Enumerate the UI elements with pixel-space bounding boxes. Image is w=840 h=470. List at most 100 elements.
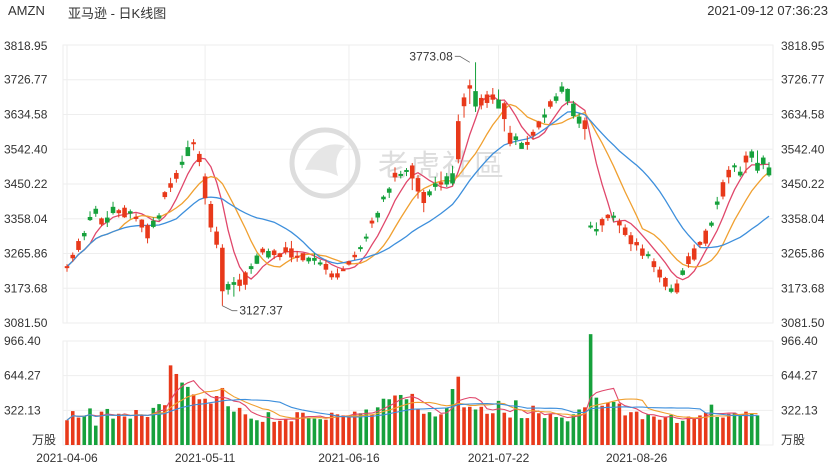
candle-body bbox=[657, 269, 662, 278]
candle bbox=[294, 250, 300, 262]
candle bbox=[703, 228, 708, 247]
candle bbox=[162, 191, 168, 200]
volume-bar bbox=[738, 415, 743, 445]
candle-body bbox=[191, 142, 196, 145]
volume-bar bbox=[496, 400, 501, 445]
candle-body bbox=[254, 255, 260, 264]
candle bbox=[760, 155, 766, 170]
volume-bar bbox=[669, 414, 673, 445]
candle bbox=[628, 232, 634, 252]
candle-body bbox=[628, 235, 634, 245]
ticker-symbol: AMZN bbox=[8, 3, 45, 18]
candle bbox=[507, 125, 513, 147]
volume-bar bbox=[703, 412, 708, 445]
volume-bar bbox=[491, 413, 495, 445]
candle bbox=[225, 281, 231, 295]
candle-body bbox=[565, 88, 570, 102]
low-price-annotation: 3127.37 bbox=[239, 304, 283, 318]
timestamp: 2021-09-12 07:36:23 bbox=[707, 3, 828, 18]
volume-unit-label-right: 万股 bbox=[781, 433, 805, 447]
candles bbox=[64, 62, 772, 306]
candle bbox=[444, 172, 450, 187]
volume-bar bbox=[105, 408, 110, 445]
candle-body bbox=[714, 201, 720, 205]
volume-bar bbox=[324, 419, 328, 445]
candle bbox=[599, 217, 605, 232]
candle-body bbox=[496, 99, 501, 109]
candle bbox=[358, 245, 363, 252]
candle bbox=[571, 100, 576, 119]
volume-bar bbox=[157, 404, 161, 445]
candle bbox=[755, 150, 760, 174]
candle bbox=[70, 252, 76, 262]
volume-bar bbox=[220, 387, 225, 445]
ma20-line bbox=[66, 111, 770, 268]
candle-body bbox=[381, 196, 386, 200]
volume-bar bbox=[237, 407, 242, 445]
volume-bar bbox=[117, 413, 121, 445]
candle bbox=[139, 219, 145, 233]
price-tick-label-left: 3358.04 bbox=[4, 212, 48, 226]
candle bbox=[197, 151, 202, 167]
candle-body bbox=[162, 192, 168, 198]
volume-bar bbox=[698, 415, 702, 445]
volume-ma20-line bbox=[66, 398, 758, 421]
candle bbox=[594, 222, 599, 236]
candle-body bbox=[737, 171, 743, 176]
chart-header: AMZN 亚马逊 - 日K线图 2021-09-12 07:36:23 bbox=[0, 0, 840, 22]
candle-body bbox=[703, 230, 708, 244]
price-tick-label-right: 3818.95 bbox=[781, 39, 825, 53]
volume-bar bbox=[444, 407, 449, 445]
candle bbox=[185, 140, 191, 157]
volume-bar bbox=[450, 389, 455, 445]
volume-bar bbox=[122, 416, 127, 445]
chart-subtitle: 亚马逊 - 日K线图 bbox=[68, 6, 167, 21]
candle bbox=[553, 93, 559, 104]
candle-body bbox=[294, 255, 300, 258]
volume-bar bbox=[502, 412, 507, 445]
candle bbox=[346, 260, 352, 266]
watermark: 老虎社區 bbox=[289, 127, 504, 199]
candle-body bbox=[306, 257, 311, 262]
candle-body bbox=[651, 261, 657, 268]
candle-body bbox=[375, 212, 381, 218]
candle-body bbox=[64, 266, 70, 269]
volume-bar bbox=[283, 419, 288, 445]
price-tick-label-left: 3542.40 bbox=[4, 142, 48, 156]
candle-body bbox=[99, 218, 104, 225]
candle bbox=[438, 171, 444, 191]
candle bbox=[306, 256, 311, 264]
candle bbox=[525, 135, 530, 150]
candle-body bbox=[726, 169, 732, 178]
candle-body bbox=[760, 157, 766, 165]
ma5-line bbox=[66, 95, 769, 281]
candle-body bbox=[576, 116, 582, 124]
candle bbox=[490, 87, 496, 104]
volume-bar bbox=[709, 404, 714, 445]
price-tick-label-right: 3634.58 bbox=[781, 108, 825, 122]
candle bbox=[312, 253, 317, 265]
volume-bar bbox=[462, 407, 466, 445]
volume-bar bbox=[197, 399, 202, 445]
candle bbox=[427, 189, 432, 197]
candle bbox=[697, 241, 703, 248]
volume-bar bbox=[214, 396, 219, 445]
candle-body bbox=[271, 250, 277, 256]
candle-body bbox=[479, 97, 484, 106]
candle bbox=[317, 259, 323, 266]
volume-bar bbox=[352, 411, 357, 445]
candle-body bbox=[392, 172, 398, 178]
candle bbox=[191, 139, 196, 151]
candle-body bbox=[358, 247, 363, 250]
candle bbox=[502, 101, 507, 132]
watermark-tiger-icon bbox=[305, 144, 345, 176]
volume-tick-label-right: 966.40 bbox=[781, 334, 818, 348]
candle-body bbox=[260, 248, 265, 253]
price-axis: 3818.95 3818.95 3726.77 3726.77 3634.58 3634.… bbox=[4, 39, 825, 330]
candle-body bbox=[749, 151, 755, 158]
volume-bar bbox=[715, 417, 719, 445]
volume-bar bbox=[163, 405, 167, 445]
candle-body bbox=[686, 256, 691, 265]
candle bbox=[467, 79, 473, 104]
date-tick-label: 2021-05-11 bbox=[175, 451, 236, 465]
